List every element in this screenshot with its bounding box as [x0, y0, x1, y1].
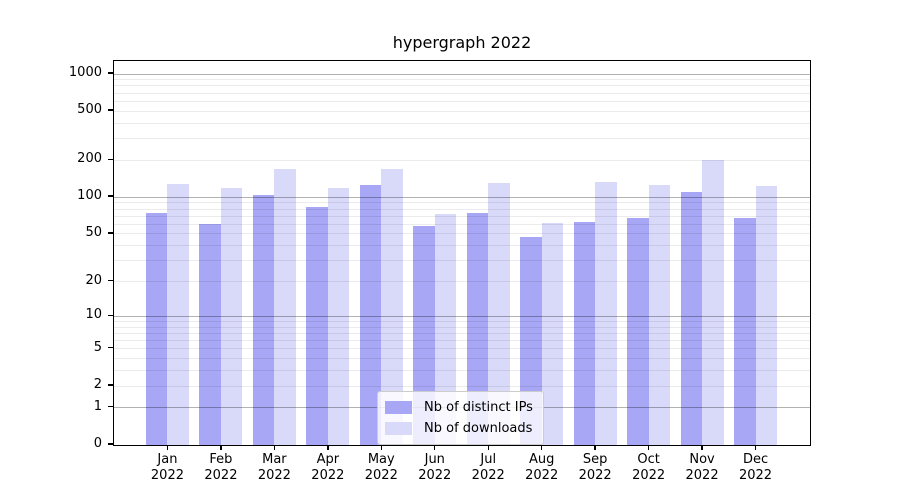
- y-tick-label-10: 10: [85, 307, 102, 323]
- y-tick-mark-2: [107, 384, 113, 386]
- legend-item-downloads: Nb of downloads: [385, 418, 533, 439]
- x-tick-mark-nov: [701, 445, 703, 450]
- bar-distinct-ips-oct: [627, 218, 649, 445]
- bar-downloads-jan: [167, 184, 189, 445]
- x-tick-label-oct: Oct 2022: [632, 452, 666, 483]
- x-tick-label-apr: Apr 2022: [311, 452, 345, 483]
- x-tick-label-may: May 2022: [364, 452, 398, 483]
- bar-downloads-sep: [595, 182, 617, 445]
- x-tick-mark-sep: [594, 445, 596, 450]
- bar-distinct-ips-jan: [145, 213, 168, 445]
- y-tick-mark-200: [107, 158, 113, 160]
- y-tick-label-5: 5: [93, 339, 102, 355]
- y-tick-label-2: 2: [93, 377, 102, 392]
- bar-downloads-apr: [327, 188, 350, 445]
- plot-area: 0 1 2 5 10 20 50 100 200 500 1000 Jan 2022 Feb 2022 Ma…: [69, 60, 811, 483]
- x-tick-mark-aug: [540, 445, 543, 450]
- y-tick-label-200: 200: [77, 151, 102, 167]
- x-tick-label-dec: Dec 2022: [738, 452, 773, 483]
- x-tick-mark-mar: [273, 445, 276, 450]
- y-tick-label-100: 100: [77, 188, 102, 204]
- y-tick-label-1: 1: [93, 398, 102, 414]
- y-tick-mark-5: [107, 347, 113, 349]
- x-tick-label-aug: Aug 2022: [525, 452, 559, 483]
- legend-item-distinct-ips: Nb of distinct IPs: [385, 397, 533, 418]
- x-tick-label-jul: Jul 2022: [471, 452, 505, 483]
- gridline-minor-300: [114, 138, 810, 140]
- y-tick-label-20: 20: [85, 272, 102, 288]
- gridline-minor-400: [114, 122, 810, 124]
- y-tick-label-1000: 1000: [68, 65, 102, 80]
- y-tick-mark-1000: [107, 72, 113, 74]
- gridline-major-1000: [114, 73, 810, 75]
- x-tick-label-jun: Jun 2022: [418, 452, 452, 483]
- y-tick-label-0: 0: [93, 436, 102, 451]
- gridline-minor-600: [114, 100, 810, 102]
- bar-downloads-nov: [702, 160, 724, 445]
- y-tick-mark-20: [107, 279, 113, 282]
- x-tick-mark-jun: [434, 445, 436, 450]
- bar-downloads-oct: [648, 185, 671, 445]
- x-tick-mark-dec: [754, 445, 757, 450]
- gridline-minor-500: [114, 110, 810, 112]
- bar-distinct-ips-dec: [734, 217, 756, 445]
- y-tick-mark-0: [107, 443, 113, 445]
- gridline-minor-800: [114, 85, 810, 87]
- y-tick-mark-1: [107, 406, 113, 408]
- x-tick-mark-jul: [487, 445, 489, 450]
- legend-swatch-downloads: [385, 422, 412, 435]
- bar-distinct-ips-sep: [573, 221, 596, 445]
- x-tick-label-feb: Feb 2022: [204, 452, 238, 483]
- chart-title: hypergraph 2022: [392, 33, 532, 52]
- bar-downloads-dec: [755, 186, 778, 445]
- bar-distinct-ips-jul: [466, 213, 489, 445]
- legend: Nb of distinct IPs Nb of downloads: [377, 391, 544, 445]
- x-tick-mark-feb: [220, 445, 222, 450]
- bar-downloads-may: [381, 168, 403, 445]
- gridline-minor-900: [114, 79, 810, 81]
- bar-distinct-ips-nov: [680, 192, 703, 445]
- y-tick-label-500: 500: [77, 102, 102, 118]
- x-tick-mark-may: [380, 445, 382, 450]
- bar-distinct-ips-may: [359, 184, 382, 445]
- bar-downloads-feb: [220, 187, 243, 445]
- legend-swatch-distinct-ips: [385, 401, 412, 414]
- x-tick-label-mar: Mar 2022: [257, 452, 291, 483]
- bar-distinct-ips-mar: [252, 194, 275, 445]
- legend-label-downloads: Nb of downloads: [424, 421, 533, 436]
- x-tick-mark-oct: [647, 445, 650, 450]
- y-tick-label-50: 50: [85, 224, 102, 240]
- x-tick-mark-apr: [327, 445, 329, 450]
- bar-downloads-mar: [274, 168, 296, 445]
- y-tick-mark-50: [107, 232, 113, 234]
- y-tick-mark-500: [107, 109, 113, 111]
- bar-downloads-jun: [434, 213, 457, 445]
- legend-label-distinct-ips: Nb of distinct IPs: [424, 400, 533, 415]
- bar-distinct-ips-feb: [199, 224, 221, 445]
- bar-distinct-ips-jun: [413, 226, 435, 445]
- x-tick-label-sep: Sep 2022: [578, 452, 612, 483]
- x-tick-mark-jan: [166, 445, 169, 450]
- gridline-minor-700: [114, 92, 810, 94]
- bar-distinct-ips-apr: [306, 207, 328, 445]
- y-tick-mark-100: [107, 195, 113, 197]
- y-tick-mark-10: [107, 314, 113, 316]
- bar-downloads-jul: [488, 182, 510, 445]
- bar-downloads-aug: [541, 222, 564, 445]
- x-tick-label-jan: Jan 2022: [150, 452, 184, 483]
- x-tick-label-nov: Nov 2022: [685, 452, 719, 483]
